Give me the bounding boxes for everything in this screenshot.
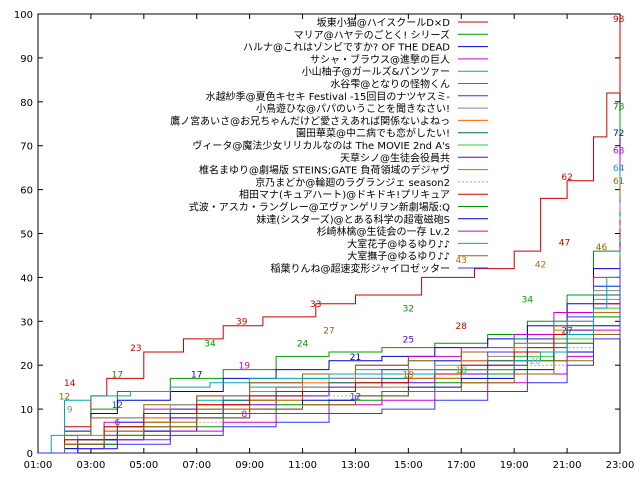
x-tick-label: 03:00 [76, 460, 105, 471]
data-label: 19 [403, 370, 415, 380]
y-tick-label: 100 [14, 10, 33, 21]
x-tick-label: 17:00 [447, 460, 476, 471]
data-label: 9 [67, 405, 73, 415]
data-label: 17 [112, 370, 123, 380]
data-label: 32 [403, 305, 414, 315]
data-label: 25 [403, 335, 414, 345]
y-tick-label: 70 [20, 142, 33, 153]
legend-label: 相田マナ(キュアハート)@ドキドキ!プリキュア [239, 188, 450, 201]
legend-label: サシャ・ブラウス@進撃の巨人 [310, 53, 450, 66]
data-label: 21 [350, 353, 361, 363]
data-label: 17 [191, 370, 202, 380]
data-label: 39 [236, 318, 248, 328]
data-label: 27 [323, 326, 334, 336]
legend-label: 坂東小猫@ハイスクールD×D [317, 16, 451, 29]
data-label: 6 [114, 419, 120, 429]
legend-label: 小山柚子@ガールズ&パンツァー [302, 65, 450, 78]
legend-label: 水谷雫@となりの怪物くん [330, 78, 450, 91]
legend-label: 稲葉りんね@超速変形ジャイロゼッター [271, 262, 451, 275]
data-label: 14 [64, 379, 76, 389]
series-line-20 [38, 255, 621, 454]
data-label: 98 [613, 15, 625, 25]
series-line-15 [38, 229, 621, 454]
data-label: 34 [522, 296, 534, 306]
data-label: 42 [535, 261, 546, 271]
x-tick-label: 11:00 [288, 460, 317, 471]
y-tick-label: 40 [20, 273, 33, 284]
data-label: 8 [241, 410, 247, 420]
data-label: 62 [561, 173, 572, 183]
data-label: 34 [204, 340, 216, 350]
data-label: 12 [350, 392, 361, 402]
legend-label: 園田華菜@中二病でも恋がしたい! [296, 127, 450, 140]
y-tick-label: 80 [20, 98, 33, 109]
legend-label: 椎名まゆり@劇場版 STEINS;GATE 負荷領域のデジャヴ [199, 164, 450, 177]
legend-label: 妹達(シスターズ)@とある科学の超電磁砲S [256, 213, 450, 226]
data-label: 20 [530, 357, 542, 367]
series-lines [38, 22, 621, 454]
y-tick-label: 50 [20, 230, 33, 241]
y-tick-label: 60 [20, 186, 33, 197]
x-tick-label: 21:00 [553, 460, 582, 471]
axes: 0 10 20 30 40 50 60 70 80 90 100 01:00 03:00 05:00 07:… [14, 10, 635, 471]
data-label: 72 [613, 129, 624, 139]
legend-label: 水越紗季@夏色キセキ Festival -15回目のナツヤスミ- [206, 90, 451, 103]
data-label: 12 [112, 401, 123, 411]
y-tick-label: 30 [20, 317, 33, 328]
x-tick-label: 19:00 [500, 460, 529, 471]
y-tick-label: 90 [20, 54, 33, 65]
legend-label: マリア@ハヤテのごとく! シリーズ [294, 28, 450, 41]
series-line-1 [38, 22, 621, 454]
x-tick-label: 07:00 [182, 460, 211, 471]
legend-label: 大室花子@ゆるゆり♪♪ [347, 237, 450, 250]
data-label: 64 [613, 164, 625, 174]
legend-label: 小鳥遊ひな@パパのいうことを聞きなさい! [256, 102, 450, 115]
x-tick-label: 01:00 [24, 460, 53, 471]
data-label: 43 [456, 256, 467, 266]
data-label: 28 [456, 322, 468, 332]
x-tick-label: 09:00 [235, 460, 264, 471]
y-tick-label: 10 [20, 405, 33, 416]
legend-label: 式波・アスカ・ラングレー@ヱヴァンゲリヲン新劇場版:Q [189, 201, 450, 214]
data-label: 19 [239, 362, 251, 372]
x-tick-label: 15:00 [394, 460, 423, 471]
series-line-19 [38, 251, 621, 454]
legend-label: ハルナ@これはゾンビですか? OF THE DEAD [243, 42, 450, 54]
series-line-18 [38, 246, 621, 454]
y-tick-label: 20 [20, 361, 33, 372]
legend-label: ヴィータ@魔法少女リリカルなのは The MOVIE 2nd A's [192, 139, 450, 152]
x-tick-label: 13:00 [341, 460, 370, 471]
legend-label: 天草シノ@生徒会役員共 [340, 151, 450, 164]
legend-label: 京乃まどか@輪廻のラグランジェ season2 [255, 176, 450, 189]
data-label: 23 [130, 344, 141, 354]
data-label: 12 [59, 392, 70, 402]
data-label: 78 [613, 103, 625, 113]
data-label: 24 [297, 340, 309, 350]
y-tick-label: 0 [27, 449, 33, 460]
data-label: 27 [561, 326, 572, 336]
data-label: 47 [559, 239, 570, 249]
legend-label: 大室撫子@ゆるゆり♪♪ [347, 250, 450, 263]
data-label: 61 [613, 177, 624, 187]
series-line-21 [38, 259, 621, 454]
x-tick-label: 23:00 [606, 460, 635, 471]
x-tick-label: 05:00 [129, 460, 158, 471]
data-label: 33 [310, 300, 321, 310]
legend-label: 鷹ノ宮あいさ@お兄ちゃんだけど愛さえあれば関係ないよねっ [170, 114, 450, 127]
data-label: 68 [613, 146, 625, 156]
legend-label: 杉崎林檎@生徒会の一存 Lv.2 [317, 225, 450, 238]
data-label: 18 [456, 366, 468, 376]
data-label: 46 [596, 243, 608, 253]
